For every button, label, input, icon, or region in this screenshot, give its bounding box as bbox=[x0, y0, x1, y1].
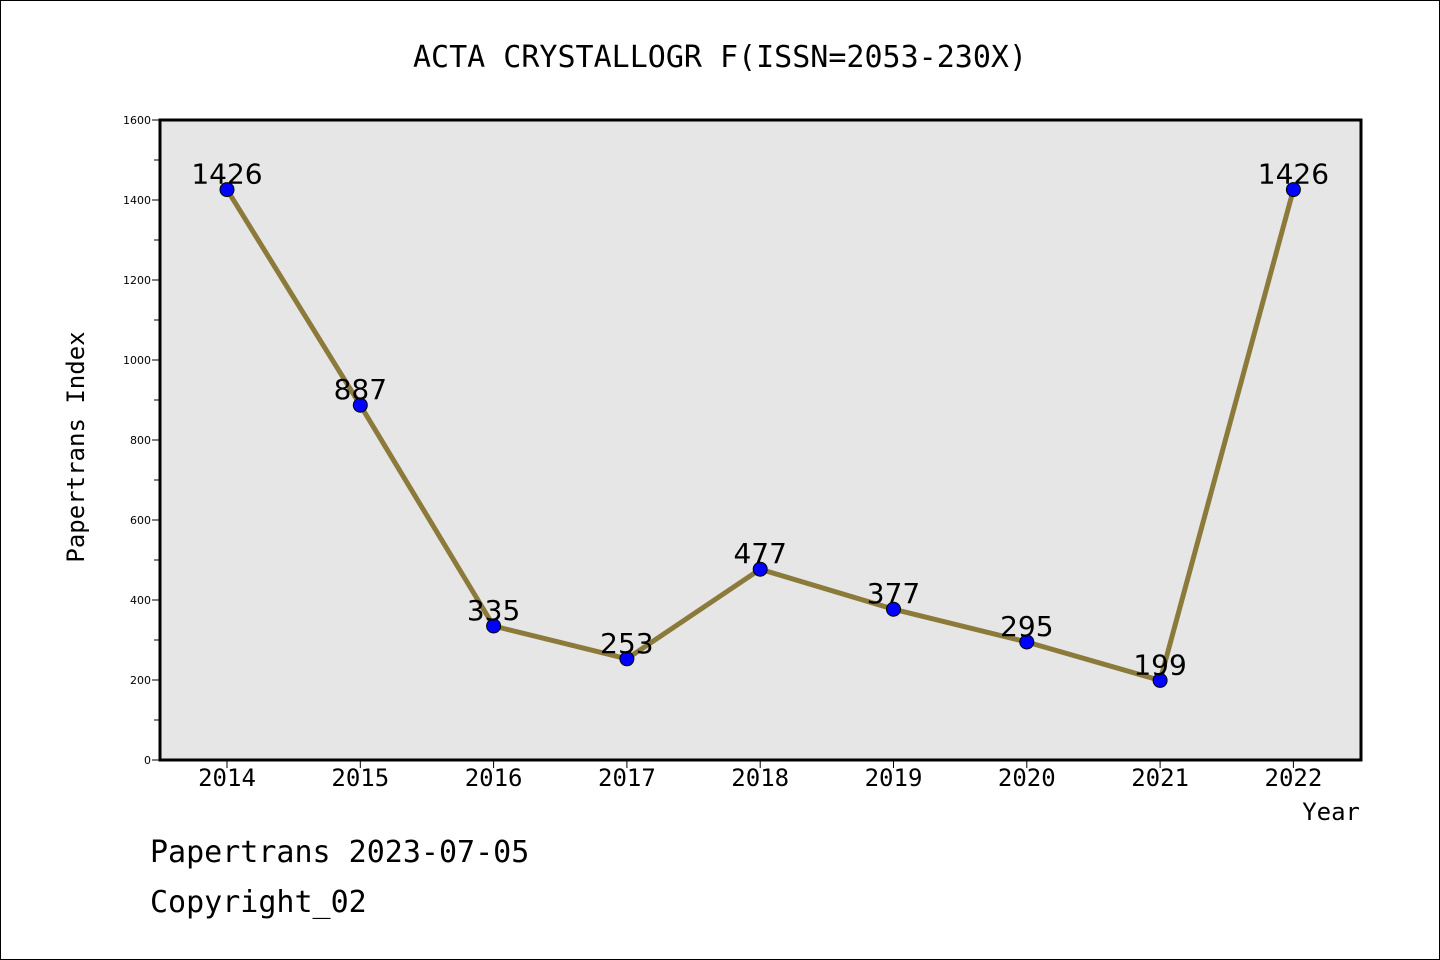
data-point bbox=[752, 561, 768, 577]
y-tick-label: 800 bbox=[130, 434, 151, 447]
y-tick-label: 200 bbox=[130, 674, 151, 687]
y-tick-label: 1200 bbox=[123, 274, 151, 287]
x-tick-label: 2014 bbox=[198, 764, 256, 792]
data-label: 295 bbox=[1000, 610, 1053, 643]
data-point bbox=[886, 601, 901, 617]
x-tick-label: 2019 bbox=[865, 764, 923, 792]
y-tick-label: 1400 bbox=[123, 194, 151, 207]
x-axis-label: Year bbox=[1302, 798, 1360, 826]
data-label: 335 bbox=[467, 594, 520, 627]
data-label: 477 bbox=[733, 537, 786, 570]
y-axis: 0 200 400 600 800 1000 1200 1400 1600 bbox=[123, 114, 160, 767]
data-point bbox=[619, 651, 635, 667]
data-point bbox=[352, 397, 368, 413]
data-label: 253 bbox=[600, 627, 653, 660]
x-axis: 2014 2015 2016 2017 2018 2019 2020 2021 2022 bbox=[198, 760, 1322, 792]
x-tick-label: 2020 bbox=[998, 764, 1056, 792]
data-point bbox=[219, 182, 235, 198]
y-tick-label: 600 bbox=[130, 514, 151, 527]
data-label: 1426 bbox=[191, 158, 262, 191]
y-tick-label: 1600 bbox=[123, 114, 151, 127]
plot-area bbox=[158, 118, 1363, 762]
footer-copyright: Copyright_02 bbox=[150, 885, 367, 920]
data-point bbox=[1285, 182, 1301, 198]
x-tick-label: 2021 bbox=[1131, 764, 1189, 792]
x-tick-label: 2018 bbox=[731, 764, 789, 792]
data-label: 377 bbox=[867, 577, 920, 610]
series-group: 1426 887 335 253 477 377 295 199 1426 bbox=[191, 158, 1329, 688]
y-axis-label: Papertrans Index bbox=[62, 331, 90, 562]
data-point bbox=[1019, 634, 1035, 650]
x-tick-label: 2016 bbox=[465, 764, 523, 792]
y-tick-label: 0 bbox=[144, 754, 151, 767]
data-point bbox=[486, 618, 502, 634]
data-label: 887 bbox=[334, 373, 387, 406]
x-tick-label: 2017 bbox=[598, 764, 656, 792]
x-tick-label: 2015 bbox=[331, 764, 389, 792]
footer-date: Papertrans 2023-07-05 bbox=[150, 835, 530, 870]
chart-title: ACTA CRYSTALLOGR F(ISSN=2053-230X) bbox=[413, 40, 1027, 75]
data-label: 199 bbox=[1133, 648, 1186, 681]
data-point bbox=[1152, 672, 1168, 688]
x-tick-label: 2022 bbox=[1265, 764, 1323, 792]
y-tick-label: 400 bbox=[130, 594, 151, 607]
y-tick-label: 1000 bbox=[123, 354, 151, 367]
data-label: 1426 bbox=[1258, 158, 1329, 191]
